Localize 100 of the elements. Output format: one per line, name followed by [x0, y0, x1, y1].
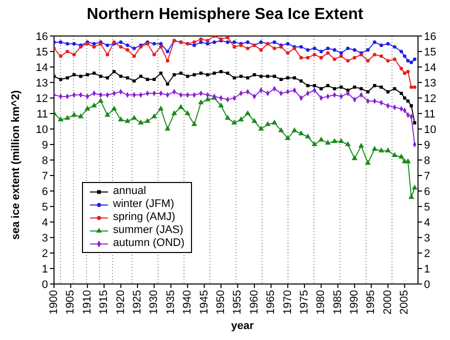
y-tick-label: 15 — [36, 46, 48, 58]
y-tick-label: 0 — [42, 278, 48, 291]
point — [106, 76, 110, 80]
x-tick-label: 1915 — [98, 290, 110, 314]
point — [332, 48, 336, 52]
point — [239, 74, 243, 78]
point — [186, 74, 190, 78]
point — [352, 155, 358, 160]
point — [199, 40, 203, 44]
y2-tick-label: 7 — [424, 170, 430, 182]
y2-tick-label: 0 — [424, 278, 430, 291]
point — [259, 74, 263, 78]
x-tick-label: 1950 — [214, 290, 227, 314]
point — [59, 78, 62, 81]
point — [299, 56, 303, 60]
point — [252, 73, 256, 76]
point — [212, 40, 216, 44]
point — [178, 104, 184, 109]
x-tick-label: 1935 — [164, 290, 177, 314]
y2-tick-label: 11 — [424, 108, 436, 120]
point — [358, 142, 364, 148]
point — [372, 40, 376, 44]
point — [66, 76, 69, 80]
point — [264, 121, 271, 126]
point — [179, 72, 182, 75]
point — [98, 98, 104, 103]
point — [406, 100, 410, 103]
point — [192, 44, 196, 48]
point — [402, 71, 406, 75]
point — [166, 82, 170, 86]
x-tick-label: 1975 — [298, 290, 310, 314]
x-tick-label: 1900 — [48, 290, 60, 314]
point — [379, 54, 384, 58]
x-tick-label: 1990 — [348, 290, 361, 314]
x-tick-label: 1995 — [365, 290, 378, 314]
point — [312, 52, 316, 56]
point — [99, 74, 102, 78]
point — [132, 46, 136, 50]
point — [272, 46, 276, 50]
point — [400, 66, 404, 70]
point — [92, 45, 96, 49]
point — [372, 146, 378, 151]
point — [410, 85, 414, 89]
point — [332, 138, 338, 144]
point — [392, 57, 396, 62]
point — [58, 54, 62, 58]
y-tick-label: 11 — [36, 108, 48, 120]
point — [152, 78, 156, 81]
point — [304, 133, 311, 138]
point — [219, 70, 223, 74]
point — [72, 52, 76, 56]
y-tick-label: 13 — [36, 77, 48, 90]
point — [206, 42, 210, 46]
point — [246, 40, 250, 44]
x-tick-label: 1905 — [64, 290, 77, 314]
point — [232, 45, 236, 49]
x-tick-label: 1985 — [332, 290, 344, 314]
x-tick-label: 1965 — [265, 290, 278, 314]
point — [410, 104, 413, 108]
point — [332, 87, 336, 90]
point — [306, 56, 310, 60]
y2-tick-label: 3 — [424, 232, 430, 244]
point — [286, 51, 290, 55]
point — [164, 126, 170, 131]
point — [312, 141, 318, 146]
point — [118, 116, 124, 122]
point — [146, 78, 150, 81]
point — [66, 42, 70, 46]
point — [84, 106, 90, 110]
point — [300, 79, 303, 83]
point — [352, 48, 356, 52]
point — [171, 110, 178, 116]
point — [92, 42, 96, 46]
point — [412, 184, 418, 190]
point — [119, 74, 122, 78]
point — [378, 147, 384, 152]
point — [410, 60, 414, 64]
x-tick-label: 1925 — [131, 290, 144, 314]
y2-tick-label: 12 — [424, 92, 436, 105]
y-axis-title: sea ice extent (million km^2) — [10, 90, 22, 240]
legend-label: spring (AMJ) — [113, 211, 176, 224]
point — [366, 90, 370, 94]
x-axis-title: year — [230, 320, 255, 332]
y2-tick-label: 16 — [424, 30, 436, 43]
y-tick-label: 10 — [36, 124, 48, 136]
point — [106, 52, 110, 56]
point — [144, 118, 150, 123]
point — [226, 40, 230, 44]
point — [126, 44, 130, 48]
point — [338, 138, 344, 144]
point — [172, 73, 176, 76]
y-tick-label: 16 — [36, 30, 48, 43]
point — [159, 72, 162, 75]
point — [326, 84, 330, 88]
point — [159, 42, 163, 46]
point — [366, 48, 370, 52]
x-tick-label: 1980 — [315, 290, 328, 314]
point — [104, 112, 110, 117]
point — [199, 37, 203, 41]
point — [345, 141, 351, 146]
